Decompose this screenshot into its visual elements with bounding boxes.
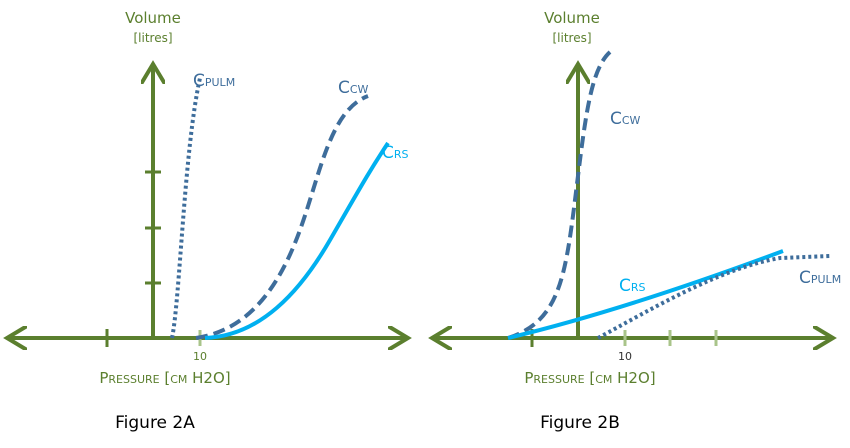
curve-cpulm xyxy=(597,254,831,340)
y-axis-unit: [litres] xyxy=(552,31,591,45)
y-axis-title: Volume xyxy=(125,9,181,27)
y-axis-title: Volume xyxy=(544,9,600,27)
x-tick-label: 10 xyxy=(618,350,632,363)
curve-ccw xyxy=(507,50,612,340)
curve-label: CPULM xyxy=(193,71,235,91)
figure-2b: Volume [litres] 10 Pressure [cm H2O] CCW… xyxy=(432,9,841,433)
curve-label: CCW xyxy=(610,109,641,129)
curve-label: CPULM xyxy=(799,268,841,288)
x-axis-title: Pressure [cm H2O] xyxy=(524,369,655,387)
caption: Figure 2A xyxy=(115,413,195,433)
curve-ccw xyxy=(195,94,369,340)
curve-cpulm xyxy=(170,77,202,339)
figure-2a: Volume [litres] 10 Pressure [cm H2O] CPU… xyxy=(7,9,409,433)
curve-label: CCW xyxy=(338,78,369,98)
curve-label: CRS xyxy=(382,143,409,163)
curve-crs xyxy=(204,141,390,340)
x-axis-title: Pressure [cm H2O] xyxy=(99,369,230,387)
x-tick-label: 10 xyxy=(193,350,207,363)
curve-crs xyxy=(507,249,784,340)
curve-label: CRS xyxy=(619,276,646,296)
y-axis-unit: [litres] xyxy=(133,31,172,45)
caption: Figure 2B xyxy=(540,413,620,433)
